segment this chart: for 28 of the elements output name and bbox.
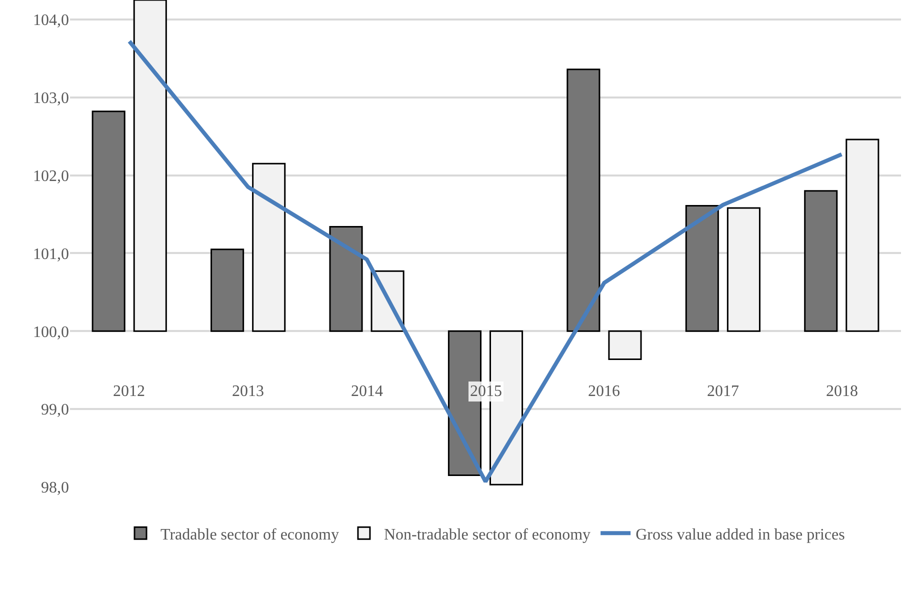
legend-label: Gross value added in base prices bbox=[636, 526, 845, 544]
x-tick-label: 2015 bbox=[470, 383, 502, 400]
x-tick-label: 2016 bbox=[588, 383, 620, 400]
y-tick-label: 100,0 bbox=[33, 324, 69, 341]
bar bbox=[92, 110, 126, 332]
y-tick-label: 101,0 bbox=[33, 246, 69, 263]
bar bbox=[133, 0, 167, 332]
x-tick-label: 2012 bbox=[113, 383, 145, 400]
bar bbox=[804, 190, 838, 332]
y-tick-label: 103,0 bbox=[33, 90, 69, 107]
y-tick-label: 104,0 bbox=[33, 12, 69, 30]
bar bbox=[210, 248, 244, 332]
bar bbox=[685, 204, 719, 332]
legend-label: Tradable sector of economy bbox=[160, 526, 339, 544]
legend-label: Non-tradable sector of economy bbox=[384, 526, 591, 544]
bar bbox=[726, 207, 760, 332]
bar bbox=[608, 330, 642, 360]
x-tick-label: 2014 bbox=[351, 383, 383, 400]
y-tick-label: 98,0 bbox=[41, 480, 69, 497]
x-tick-label: 2013 bbox=[232, 383, 264, 400]
y-tick-label: 102,0 bbox=[33, 168, 69, 185]
y-tick-label: 99,0 bbox=[41, 402, 69, 419]
bar bbox=[566, 68, 600, 332]
bar bbox=[329, 226, 363, 332]
x-tick-label: 2018 bbox=[826, 383, 858, 400]
bar bbox=[846, 138, 880, 332]
x-tick-label: 2017 bbox=[707, 383, 739, 400]
bar bbox=[252, 162, 286, 332]
